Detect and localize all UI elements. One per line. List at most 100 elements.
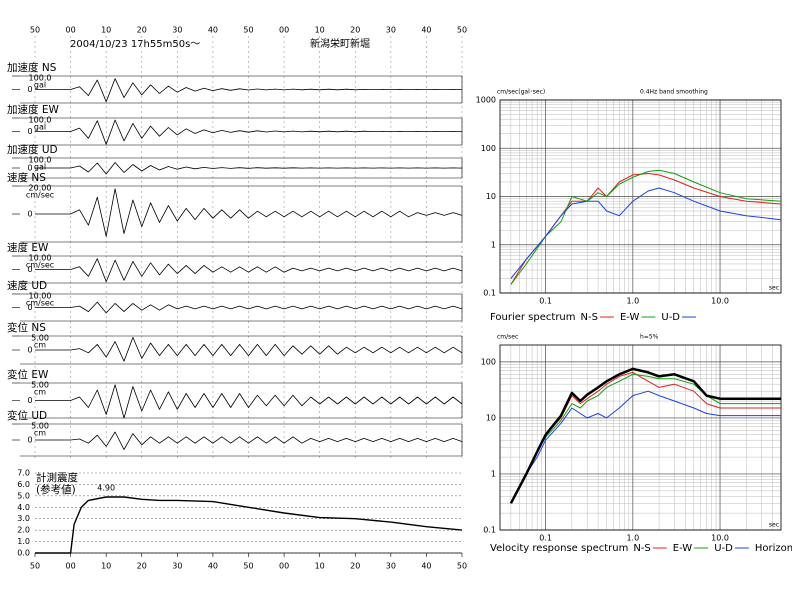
- unit-label: cm: [34, 388, 46, 397]
- chart-title: 計測震度: [36, 471, 78, 484]
- trace-name: 速度 EW: [7, 241, 49, 254]
- chart-note: 0.4Hz band smoothing: [640, 89, 708, 96]
- legend-label: U-D: [714, 543, 733, 554]
- y-tick-label: 0: [27, 127, 32, 136]
- trace-name: 変位 EW: [7, 368, 49, 381]
- x-tick-label: 50: [243, 562, 253, 571]
- record-datetime: 2004/10/23 17h55m50s～: [70, 39, 200, 50]
- legend-label: E-W: [673, 543, 693, 554]
- trace-name: 速度 UD: [7, 279, 47, 292]
- data-line: [510, 187, 782, 279]
- x-tick-label: 1.0: [626, 297, 639, 306]
- trace-name: 加速度 NS: [7, 61, 57, 74]
- y-tick-label: 100.0: [29, 74, 52, 83]
- x-tick-label: 10: [101, 562, 111, 571]
- y-tick-label: 0: [27, 265, 32, 274]
- y-tick-label: 100.0: [29, 116, 52, 125]
- data-line: [35, 78, 463, 103]
- x-axis-label: sec: [769, 285, 779, 292]
- x-tick-label: 50: [243, 26, 253, 35]
- unit-label: cm/sec: [26, 191, 54, 200]
- y-tick-label: 100: [481, 144, 496, 153]
- y-tick-label: 0: [27, 303, 32, 312]
- unit-label: gal: [34, 123, 46, 132]
- x-tick-label: 00: [65, 562, 75, 571]
- y-tick-label: 20.00: [29, 184, 52, 193]
- y-tick-label: 0.1: [483, 289, 496, 298]
- x-tick-label: 10: [315, 562, 325, 571]
- x-tick-label: 50: [457, 26, 467, 35]
- x-tick-label: 30: [386, 562, 396, 571]
- data-line: [35, 258, 463, 282]
- x-tick-label: 20: [350, 26, 360, 35]
- x-tick-label: 10: [101, 26, 111, 35]
- x-tick-label: 50: [30, 562, 40, 571]
- data-line: [510, 373, 781, 504]
- y-tick-label: 100.0: [29, 156, 52, 165]
- y-axis-label: cm/sec: [497, 334, 518, 341]
- y-tick-label: 10.00: [29, 292, 52, 301]
- annotation: 4.90: [97, 484, 115, 493]
- x-tick-label: 10: [315, 26, 325, 35]
- data-line: [35, 188, 463, 237]
- data-line: [35, 162, 463, 175]
- station-name: 新潟栄町新堀: [310, 37, 370, 50]
- y-tick-label: 1.0: [17, 537, 30, 546]
- y-tick-label: 6.0: [17, 480, 30, 489]
- legend-label: N-S: [581, 312, 598, 323]
- x-tick-label: 40: [208, 562, 218, 571]
- trace-name: 変位 UD: [7, 409, 47, 422]
- y-tick-label: 0: [27, 164, 32, 173]
- x-tick-label: 0.1: [539, 534, 552, 543]
- y-tick-label: 0: [27, 396, 32, 405]
- unit-label: cm: [34, 429, 46, 438]
- data-line: [35, 384, 463, 419]
- y-tick-label: 0: [27, 210, 32, 219]
- legend-label: Horizon: [755, 543, 792, 554]
- x-tick-label: 20: [350, 562, 360, 571]
- legend-label: E-W: [620, 312, 640, 323]
- y-tick-label: 0: [27, 346, 32, 355]
- x-tick-label: 40: [421, 562, 431, 571]
- x-tick-label: 30: [172, 562, 182, 571]
- x-axis-label: sec: [769, 522, 779, 529]
- y-tick-label: 1: [491, 240, 496, 249]
- x-tick-label: 40: [208, 26, 218, 35]
- legend-label: U-D: [661, 312, 680, 323]
- plot-frame: [499, 344, 782, 531]
- y-tick-label: 10: [486, 192, 496, 201]
- unit-label: cm/sec: [26, 299, 54, 308]
- y-tick-label: 0: [27, 85, 32, 94]
- x-tick-label: 40: [421, 26, 431, 35]
- y-axis-label: cm/sec(gal･sec): [497, 89, 545, 96]
- unit-label: gal: [34, 81, 46, 90]
- x-tick-label: 20: [137, 562, 147, 571]
- data-line: [35, 119, 463, 145]
- x-tick-label: 1.0: [626, 534, 639, 543]
- unit-label: cm: [34, 341, 46, 350]
- y-tick-label: 2.0: [17, 526, 30, 535]
- x-tick-label: 0.1: [539, 297, 552, 306]
- y-tick-label: 5.00: [31, 334, 49, 343]
- unit-label: cm/sec: [26, 261, 54, 270]
- x-tick-label: 10.0: [711, 534, 729, 543]
- plot-frame: [499, 99, 782, 294]
- trace-name: 変位 NS: [7, 321, 46, 334]
- x-tick-label: 00: [65, 26, 75, 35]
- y-tick-label: 10: [486, 413, 496, 422]
- chart-subtitle: (参考値): [36, 483, 76, 496]
- legend-title: Velocity response spectrum: [490, 543, 628, 554]
- data-line: [509, 367, 781, 504]
- unit-label: gal: [34, 163, 46, 172]
- y-tick-label: 5.00: [31, 422, 49, 431]
- trace-name: 加速度 EW: [7, 103, 59, 116]
- x-tick-label: 00: [279, 26, 289, 35]
- x-tick-label: 50: [457, 562, 467, 571]
- data-line: [510, 390, 781, 504]
- legend-title: Fourier spectrum: [490, 312, 576, 323]
- y-tick-label: 1: [491, 469, 496, 478]
- trace-name: 速度 NS: [7, 171, 46, 184]
- data-line: [35, 337, 463, 362]
- data-line: [35, 431, 463, 450]
